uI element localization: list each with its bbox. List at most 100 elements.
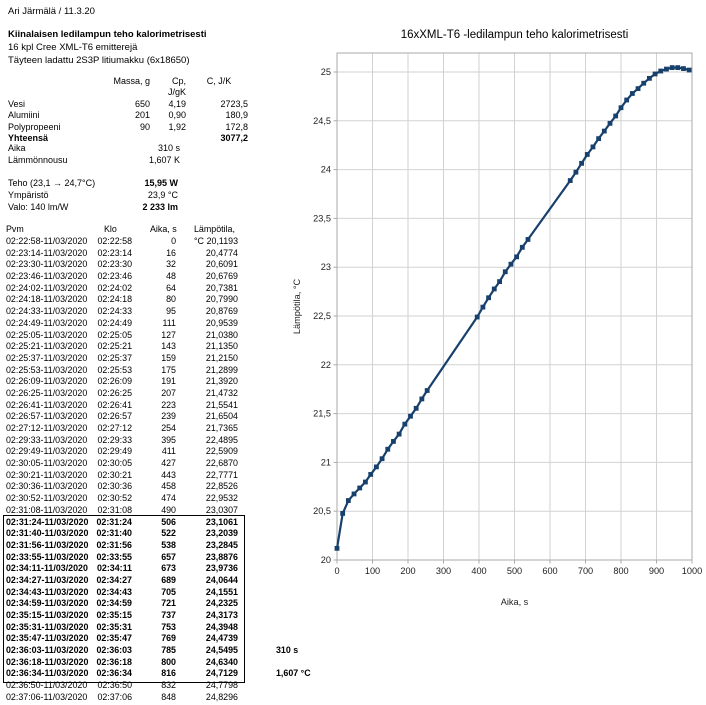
material-c: 180,9: [225, 110, 248, 121]
cell-lampotila: 21,2899: [205, 364, 238, 375]
cell-klo: 02:25:53: [97, 364, 132, 375]
table-row: 02:23:30-11/03/2020 02:23:30 32 20,6091: [6, 259, 326, 271]
table-row: 02:30:52-11/03/2020 02:30:52 474 22,9532: [6, 493, 326, 505]
materials-total-label: Yhteensä: [8, 133, 49, 144]
cell-date: 02:35:31-11/03/2020: [6, 621, 89, 632]
cell-date: 02:30:21-11/03/2020: [6, 469, 88, 480]
materials-table: Massa, g Cp, J/gK C, J/K Vesi 650 4,19 2723…: [8, 76, 250, 144]
chart-svg: 0 100 200 300 400 500 600 700 800 900 1000 20 20,5 21…: [292, 29, 702, 607]
series-marker: [596, 136, 602, 142]
cell-aika: 506: [161, 516, 176, 527]
series-marker: [652, 71, 658, 77]
cell-klo: 02:34:43: [96, 586, 132, 597]
cell-date: 02:36:50-11/03/2020: [6, 680, 88, 691]
table-row: 02:30:36-11/03/2020 02:30:36 458 22,8526: [6, 481, 326, 493]
series-marker: [368, 472, 374, 477]
cell-aika: 427: [161, 458, 176, 469]
series-marker: [357, 485, 363, 491]
series-marker: [681, 66, 686, 71]
cell-klo: 02:36:50: [97, 680, 132, 691]
table-row: 02:23:46-11/03/2020 02:23:46 48 20,6769: [6, 271, 326, 283]
cell-klo: 02:36:03: [96, 645, 132, 656]
table-row: 02:24:33-11/03/2020 02:24:33 95 20,8769: [6, 306, 326, 318]
cell-lampotila: 24,7798: [205, 680, 238, 691]
cell-aika: 800: [161, 656, 176, 667]
cell-aika: 411: [161, 446, 176, 457]
cell-klo: 02:35:15: [96, 610, 132, 620]
table-row: 02:35:15-11/03/2020 02:35:15 737 24,3173: [6, 610, 326, 622]
cell-aika: 816: [161, 668, 176, 679]
cell-klo: 02:22:58: [97, 236, 132, 246]
series-marker: [391, 439, 396, 444]
cell-klo: 02:35:31: [96, 621, 132, 632]
table-row: 02:34:43-11/03/2020 02:34:43 705 24,1551: [6, 587, 326, 599]
x-tick-label: 200: [400, 566, 415, 576]
cell-aika: 522: [161, 528, 176, 539]
cell-aika: 48: [166, 271, 176, 282]
y-tick-label: 24,5: [313, 116, 331, 126]
cell-date: 02:30:05-11/03/2020: [6, 458, 88, 469]
cell-aika: 143: [161, 341, 176, 352]
table-row: 02:25:05-11/03/2020 02:25:05 127 21,0380: [6, 330, 326, 342]
cell-klo: 02:36:18: [96, 656, 132, 667]
series-marker: [351, 491, 357, 497]
cell-date: 02:36:34-11/03/2020: [6, 668, 89, 679]
measurement-table-header: Pvm Klo Aika, s Lämpötila, °C: [6, 224, 240, 247]
materials-header-c: C, J/K: [206, 76, 232, 86]
cell-date: 02:34:27-11/03/2020: [6, 574, 89, 585]
cell-aika: 538: [161, 539, 176, 550]
materials-corner: [8, 76, 102, 99]
series-marker: [491, 286, 497, 292]
series-marker: [618, 105, 624, 111]
material-massa: 201: [134, 110, 150, 121]
cell-lampotila: 24,8296: [205, 691, 238, 702]
cell-aika: 32: [166, 259, 176, 270]
author-line: Ari Järmälä / 11.3.20: [8, 6, 95, 17]
cell-aika: 207: [161, 387, 176, 398]
cell-aika: 832: [161, 680, 176, 691]
cell-lampotila: 22,5909: [205, 446, 238, 457]
series-marker: [635, 86, 641, 92]
cell-klo: 02:31:56: [96, 539, 132, 550]
cell-date: 02:26:09-11/03/2020: [6, 376, 88, 387]
plot-frame: [336, 52, 693, 561]
cell-klo: 02:26:09: [97, 376, 132, 387]
cell-aika: 159: [161, 352, 176, 363]
material-massa: 90: [139, 121, 150, 132]
table-row: 02:25:53-11/03/2020 02:25:53 175 21,2899: [6, 365, 326, 377]
cell-lampotila: 21,3920: [205, 376, 238, 387]
cell-lampotila: 22,6870: [205, 458, 238, 469]
chart-title: 16xXML-T6 -ledilampun teho kalorimetrise…: [401, 29, 629, 41]
table-row: 02:29:49-11/03/2020 02:29:49 411 22,5909: [6, 446, 326, 458]
cell-date: 02:31:56-11/03/2020: [6, 539, 89, 550]
table-row: 02:30:05-11/03/2020 02:30:05 427 22,6870: [6, 458, 326, 470]
cell-klo: 02:29:49: [97, 446, 132, 457]
table-row: 02:23:14-11/03/2020 02:23:14 16 20,4774: [6, 248, 326, 260]
cell-aika: 705: [161, 586, 176, 597]
cell-klo: 02:25:05: [97, 329, 132, 340]
cell-lampotila: 21,0380: [205, 329, 238, 340]
series-marker: [584, 152, 590, 157]
series-marker: [402, 421, 408, 427]
series-marker: [419, 396, 425, 402]
cell-lampotila: 20,7990: [205, 294, 238, 305]
cell-date: 02:35:47-11/03/2020: [6, 633, 89, 644]
cell-lampotila: 24,2325: [205, 598, 238, 609]
cell-lampotila: 20,6091: [205, 259, 238, 270]
cell-date: 02:25:05-11/03/2020: [6, 329, 88, 340]
x-tick-label: 300: [436, 566, 451, 576]
cell-lampotila: 23,8876: [205, 551, 238, 562]
series-marker: [424, 388, 430, 393]
y-axis-title: Lämpötila, °C: [292, 279, 302, 335]
table-row: 02:26:41-11/03/2020 02:26:41 223 21,5541: [6, 400, 326, 412]
table-row: 02:31:56-11/03/2020 02:31:56 538 23,2845: [6, 540, 326, 552]
series-marker: [413, 405, 419, 411]
cell-lampotila: 24,6340: [205, 656, 238, 667]
series-marker: [519, 244, 525, 250]
cell-klo: 02:24:33: [97, 306, 132, 317]
table-row: 02:26:25-11/03/2020 02:26:25 207 21,4732: [6, 388, 326, 400]
cell-klo: 02:26:41: [97, 399, 132, 410]
table-row: 02:25:37-11/03/2020 02:25:37 159 21,2150: [6, 353, 326, 365]
table-row: 02:31:08-11/03/2020 02:31:08 490 23,0307: [6, 505, 326, 517]
table-row: 02:27:12-11/03/2020 02:27:12 254 21,7365: [6, 423, 326, 435]
